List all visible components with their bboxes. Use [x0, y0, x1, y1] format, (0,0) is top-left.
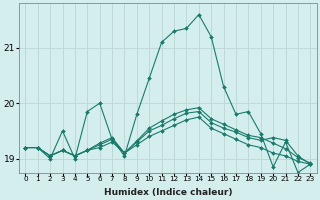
X-axis label: Humidex (Indice chaleur): Humidex (Indice chaleur)	[104, 188, 232, 197]
